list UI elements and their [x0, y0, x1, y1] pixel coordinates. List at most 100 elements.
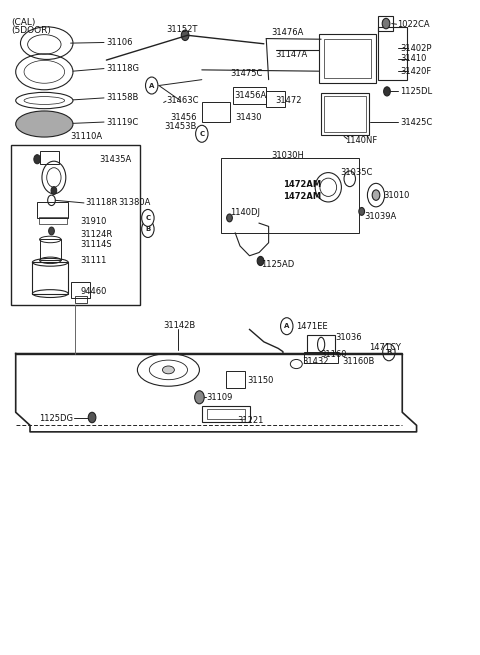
- Text: 1022CA: 1022CA: [397, 20, 430, 29]
- Text: 31035C: 31035C: [340, 168, 372, 178]
- Bar: [304, 352, 338, 363]
- Text: 31402P: 31402P: [400, 44, 432, 53]
- Text: C: C: [199, 131, 204, 137]
- Text: 31030H: 31030H: [271, 151, 304, 160]
- Bar: [75, 296, 87, 303]
- Text: C: C: [145, 215, 150, 221]
- Text: 1471CY: 1471CY: [369, 343, 401, 352]
- Circle shape: [383, 344, 395, 361]
- Ellipse shape: [162, 366, 174, 374]
- Bar: [71, 282, 90, 298]
- Circle shape: [142, 210, 154, 227]
- Circle shape: [142, 221, 154, 238]
- Circle shape: [181, 30, 189, 41]
- Text: 1125DG: 1125DG: [39, 415, 73, 423]
- Bar: [233, 88, 266, 103]
- Circle shape: [281, 318, 293, 335]
- Text: A: A: [149, 83, 155, 88]
- Bar: [321, 93, 369, 135]
- Text: 31160B: 31160B: [343, 357, 375, 366]
- Text: 31476A: 31476A: [271, 28, 303, 37]
- Text: 31425C: 31425C: [400, 117, 432, 126]
- Bar: [324, 39, 371, 79]
- Circle shape: [51, 187, 57, 195]
- Text: 1140DJ: 1140DJ: [230, 208, 261, 217]
- Bar: [266, 91, 285, 107]
- Ellipse shape: [16, 111, 73, 137]
- Text: 31124R: 31124R: [80, 231, 112, 239]
- Text: (CAL): (CAL): [11, 18, 36, 27]
- Circle shape: [48, 227, 54, 235]
- Text: 31430: 31430: [235, 113, 262, 122]
- Bar: [378, 16, 393, 31]
- Text: 31036: 31036: [336, 333, 362, 343]
- Text: 1471EE: 1471EE: [296, 322, 327, 331]
- Text: (5DOOR): (5DOOR): [11, 26, 51, 35]
- Circle shape: [359, 208, 364, 215]
- Text: 31109: 31109: [206, 393, 233, 402]
- Text: 31456A: 31456A: [234, 91, 266, 100]
- Text: 31118R: 31118R: [85, 198, 117, 208]
- Text: 31410: 31410: [400, 54, 426, 64]
- Text: 31160: 31160: [320, 350, 347, 360]
- Bar: [221, 158, 360, 233]
- Text: B: B: [386, 349, 392, 355]
- Circle shape: [195, 391, 204, 404]
- Bar: [226, 371, 245, 388]
- Bar: [319, 34, 376, 83]
- Bar: [202, 405, 250, 422]
- Text: 31432: 31432: [302, 357, 328, 366]
- Bar: [33, 262, 68, 293]
- Bar: [37, 202, 68, 218]
- Bar: [378, 28, 407, 80]
- Text: 31420F: 31420F: [400, 67, 431, 76]
- Text: 31110A: 31110A: [71, 132, 103, 141]
- Bar: [11, 145, 140, 305]
- Text: 31119C: 31119C: [107, 117, 139, 126]
- Text: 31158B: 31158B: [107, 94, 139, 102]
- Text: B: B: [145, 226, 151, 232]
- Bar: [202, 102, 230, 122]
- Bar: [307, 335, 336, 354]
- Circle shape: [372, 190, 380, 200]
- Text: 31453B: 31453B: [165, 122, 197, 131]
- Circle shape: [196, 125, 208, 142]
- Text: 31152T: 31152T: [166, 25, 197, 34]
- Text: 31111: 31111: [80, 257, 107, 265]
- Text: 31475C: 31475C: [230, 69, 263, 79]
- Text: 31142B: 31142B: [164, 321, 196, 330]
- Circle shape: [257, 256, 264, 265]
- Text: 1125DL: 1125DL: [400, 87, 432, 96]
- Text: 1140NF: 1140NF: [345, 136, 377, 145]
- Text: 31147A: 31147A: [276, 50, 308, 60]
- Circle shape: [34, 155, 40, 164]
- Text: 31118G: 31118G: [107, 64, 139, 73]
- Text: 1125AD: 1125AD: [262, 260, 295, 269]
- Text: 31463C: 31463C: [166, 96, 199, 105]
- Circle shape: [227, 214, 232, 222]
- Text: 31910: 31910: [80, 217, 107, 226]
- Text: 31221: 31221: [238, 416, 264, 424]
- Bar: [39, 151, 59, 164]
- Text: 1472AM: 1472AM: [283, 180, 321, 189]
- Text: 31435A: 31435A: [99, 155, 132, 164]
- Bar: [324, 96, 366, 132]
- Text: 94460: 94460: [80, 287, 107, 296]
- Text: 31380A: 31380A: [118, 198, 151, 208]
- Circle shape: [88, 412, 96, 422]
- Text: 31010: 31010: [383, 191, 409, 200]
- Text: 31106: 31106: [107, 38, 133, 47]
- Circle shape: [145, 77, 158, 94]
- Text: 31456: 31456: [170, 113, 197, 122]
- Text: 31039A: 31039A: [364, 212, 396, 221]
- Text: 31114S: 31114S: [80, 240, 112, 248]
- Text: 1472AM: 1472AM: [283, 192, 321, 201]
- Bar: [38, 217, 67, 225]
- Bar: [206, 409, 245, 419]
- Circle shape: [382, 18, 390, 29]
- Text: 31472: 31472: [276, 96, 302, 105]
- Bar: [39, 240, 61, 260]
- Text: 31150: 31150: [247, 377, 274, 386]
- Circle shape: [384, 87, 390, 96]
- Text: A: A: [284, 323, 289, 329]
